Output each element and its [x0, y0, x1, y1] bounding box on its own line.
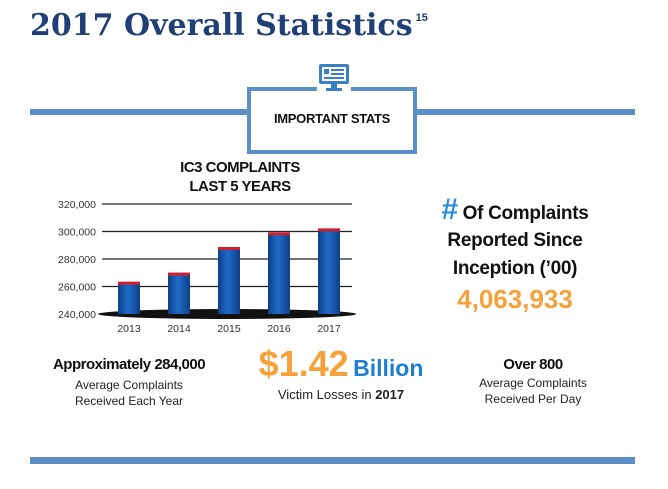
- complaints-bar-chart: 240,000 260,000 280,000 300,000 320,000 2013 2…: [58, 199, 356, 335]
- bar: [268, 233, 290, 314]
- x-tick-label: 2015: [217, 323, 241, 335]
- hash-symbol: #: [441, 193, 459, 226]
- average-daily-head: Over 800: [503, 356, 563, 373]
- y-tick-label: 240,000: [58, 309, 96, 321]
- x-tick-label: 2016: [267, 323, 291, 335]
- y-tick-label: 300,000: [58, 227, 96, 239]
- x-tick-label: 2014: [167, 323, 191, 335]
- average-daily-sub-1: Average Complaints: [479, 376, 587, 390]
- bar: [168, 273, 190, 314]
- divider-top-right: [417, 109, 635, 115]
- chart-title-line-2: LAST 5 YEARS: [189, 178, 291, 195]
- average-yearly-stat: Approximately 284,000 Average Complaints…: [40, 356, 218, 409]
- important-stats-box: IMPORTANT STATS: [247, 87, 417, 154]
- chart-title: IC3 COMPLAINTS LAST 5 YEARS: [140, 158, 340, 196]
- monitor-icon: [317, 63, 351, 93]
- inception-total: 4,063,933: [457, 284, 573, 314]
- bar: [318, 229, 340, 314]
- average-yearly-head: Approximately 284,000: [52, 356, 206, 373]
- inception-stat: # Of Complaints Reported Since Inception…: [420, 193, 610, 315]
- losses-unit: Billion: [353, 355, 424, 381]
- divider-bottom: [30, 457, 635, 464]
- y-tick-label: 280,000: [58, 254, 96, 266]
- bar-cap: [268, 232, 290, 236]
- inception-line-3: Inception (’00): [452, 258, 578, 279]
- divider-top-left: [30, 109, 248, 115]
- bar-cap: [218, 246, 240, 250]
- victim-losses-stat: $1.42 Billion Victim Losses in 2017: [248, 343, 434, 402]
- bar-cap: [118, 281, 140, 285]
- bar-cap: [318, 228, 340, 232]
- bar: [118, 282, 140, 314]
- y-tick-label: 320,000: [58, 199, 96, 211]
- average-daily-stat: Over 800 Average Complaints Received Per…: [458, 356, 608, 407]
- x-tick-label: 2013: [117, 323, 141, 335]
- inception-line-2: Reported Since: [447, 230, 583, 251]
- losses-caption: Victim Losses in 2017: [277, 387, 405, 402]
- average-daily-sub-2: Received Per Day: [484, 392, 582, 406]
- average-yearly-sub-1: Average Complaints: [75, 378, 183, 392]
- footnote-ref: 15: [415, 12, 428, 24]
- chart-title-line-1: IC3 COMPLAINTS: [180, 159, 300, 176]
- page-title: 2017 Overall Statistics 15: [30, 8, 428, 43]
- losses-amount: $1.42: [258, 343, 349, 384]
- y-tick-label: 260,000: [58, 282, 96, 294]
- inception-line-1: Of Complaints: [462, 203, 589, 224]
- x-tick-label: 2017: [317, 323, 341, 335]
- important-stats-label: IMPORTANT STATS: [273, 111, 391, 126]
- bar-cap: [168, 272, 190, 276]
- average-yearly-sub-2: Received Each Year: [74, 394, 184, 408]
- bar: [218, 247, 240, 314]
